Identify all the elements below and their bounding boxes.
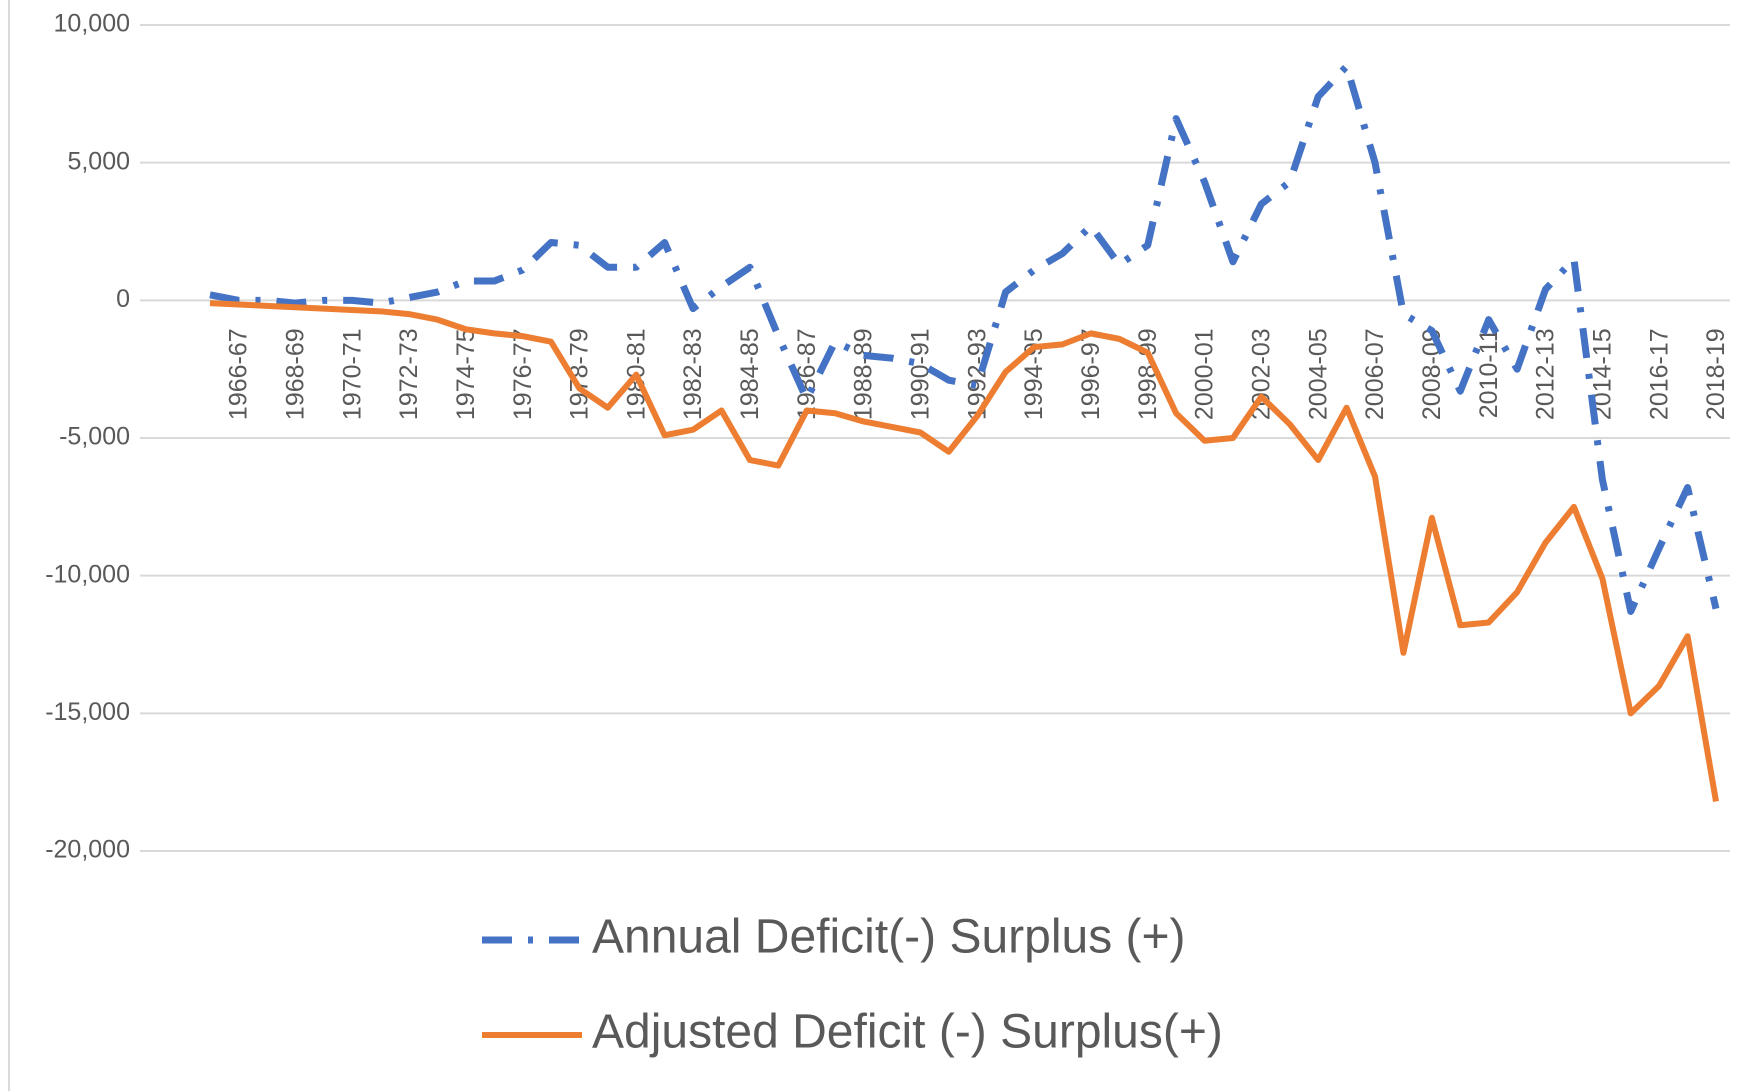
x-tick-label: 2016-17 [1645, 328, 1673, 420]
x-tick-label: 2018-19 [1702, 328, 1730, 420]
y-tick-label: 0 [116, 285, 130, 313]
x-tick-label: 1968-69 [281, 328, 309, 420]
x-tick-label: 2010-11 [1475, 328, 1503, 418]
y-tick-label: -20,000 [45, 836, 130, 864]
legend-label: Annual Deficit(-) Surplus (+) [592, 911, 1186, 964]
y-tick-label: -5,000 [59, 423, 130, 451]
y-tick-label: 5,000 [67, 147, 130, 175]
y-tick-label: -15,000 [45, 698, 130, 726]
y-tick-label: 10,000 [54, 10, 130, 38]
x-tick-label: 1990-91 [907, 328, 935, 420]
x-tick-label: 1966-67 [225, 328, 253, 420]
x-tick-label: 1996-97 [1077, 328, 1105, 420]
x-tick-label: 1988-89 [850, 328, 878, 420]
x-tick-label: 2012-13 [1532, 328, 1560, 420]
x-tick-label: 2004-05 [1304, 328, 1332, 420]
legend-label: Adjusted Deficit (-) Surplus(+) [592, 1006, 1223, 1059]
x-tick-label: 1984-85 [736, 328, 764, 420]
x-tick-label: 2006-07 [1361, 328, 1389, 420]
x-tick-label: 1994-95 [1020, 328, 1048, 420]
x-tick-label: 1982-83 [679, 328, 707, 420]
x-tick-label: 2000-01 [1191, 328, 1219, 420]
x-tick-label: 1970-71 [338, 328, 366, 420]
y-tick-label: -10,000 [45, 560, 130, 588]
data-line [209, 300, 1719, 802]
x-tick-label: 2008-09 [1418, 328, 1446, 420]
x-tick-label: 1976-77 [509, 328, 537, 420]
x-tick-label: 1972-73 [395, 328, 423, 420]
data-line [209, 62, 1720, 615]
x-tick-label: 1974-75 [452, 328, 480, 420]
